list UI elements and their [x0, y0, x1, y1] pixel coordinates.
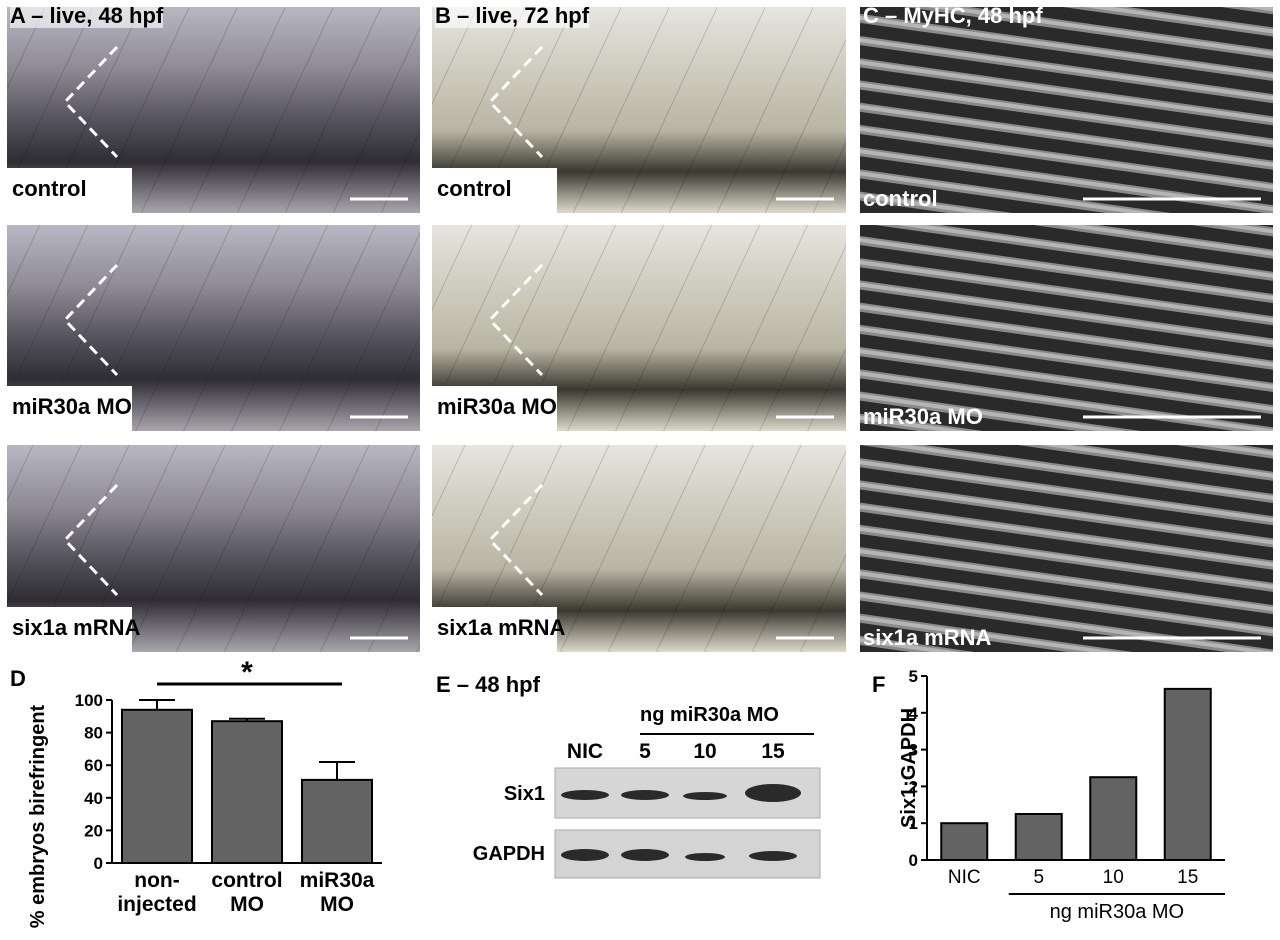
- somite-outline: [62, 45, 119, 159]
- y-tick-label: 0: [94, 854, 103, 873]
- image-label: miR30a MO: [863, 404, 983, 429]
- error-bar: [139, 699, 175, 710]
- significance-mark: *: [241, 656, 253, 689]
- lane-label: 10: [693, 740, 717, 763]
- micrographs: [7, 7, 1273, 652]
- label-box: [7, 386, 132, 431]
- panel-label: B – live, 72 hpf: [435, 3, 590, 28]
- image-label: miR30a MO: [12, 394, 132, 419]
- somite-outline: [487, 483, 544, 597]
- image-label: six1a mRNA: [863, 625, 992, 650]
- x-tick-label: 5: [1033, 867, 1045, 888]
- lane-label: 5: [639, 740, 651, 763]
- label-box: [7, 168, 132, 213]
- panel-label: C – MyHC, 48 hpf: [863, 3, 1043, 28]
- y-tick-label: 1: [909, 814, 918, 833]
- y-axis-label: % embryos birefringent: [27, 704, 49, 928]
- bar: [211, 720, 283, 864]
- row-label: Six1: [503, 783, 545, 805]
- label-box: [7, 607, 132, 652]
- label-box: [432, 168, 557, 213]
- image-label: miR30a MO: [437, 394, 557, 419]
- y-tick-label: 20: [84, 821, 103, 840]
- lane-label: NIC: [566, 740, 604, 763]
- y-tick-label: 40: [84, 789, 103, 808]
- somite-outline: [487, 263, 544, 377]
- bar: [301, 778, 373, 864]
- y-tick-label: 100: [75, 691, 103, 710]
- blot-group-label: ng miR30a MO: [640, 704, 779, 726]
- y-tick-label: 60: [84, 756, 103, 775]
- y-tick-label: 3: [909, 741, 918, 760]
- label-box: [432, 386, 557, 431]
- x-axis-label: ng miR30a MO: [1050, 901, 1185, 923]
- lane-label: 15: [761, 740, 785, 763]
- y-tick-label: 0: [909, 851, 918, 870]
- bar: [1163, 687, 1212, 861]
- y-tick-label: 80: [84, 724, 103, 743]
- x-tick-label: 10: [1102, 867, 1124, 888]
- error-bar: [229, 717, 265, 722]
- panel-label: A – live, 48 hpf: [10, 3, 164, 28]
- bar: [1014, 813, 1063, 861]
- label-box: [432, 607, 557, 652]
- error-bar: [319, 760, 355, 780]
- image-label: six1a mRNA: [12, 615, 141, 640]
- micrograph: [860, 445, 1273, 652]
- y-axis-label: Six1:GAPDH: [898, 708, 920, 828]
- image-label: control: [863, 186, 938, 211]
- blot-bands: [561, 784, 801, 861]
- somite-outline: [487, 45, 544, 159]
- x-tick-label: control MO: [211, 869, 283, 916]
- somite-outline: [62, 483, 119, 597]
- bar: [1089, 776, 1138, 862]
- panel-label: E – 48 hpf: [436, 672, 540, 697]
- x-tick-label: non- injected: [117, 869, 197, 916]
- somite-outline: [62, 263, 119, 377]
- y-tick-label: 4: [909, 704, 919, 723]
- panel-label: D: [10, 666, 26, 691]
- micrograph: [860, 225, 1273, 431]
- y-tick-label: 5: [909, 667, 918, 686]
- micrograph: [860, 7, 1273, 213]
- image-label: control: [12, 176, 87, 201]
- y-tick-label: 2: [909, 777, 918, 796]
- image-label: control: [437, 176, 512, 201]
- bar: [940, 822, 989, 862]
- image-label: six1a mRNA: [437, 615, 566, 640]
- x-tick-label: NIC: [947, 867, 981, 888]
- panel-label: F: [872, 672, 886, 697]
- x-tick-label: 15: [1177, 867, 1199, 888]
- x-tick-label: miR30a MO: [299, 869, 375, 916]
- row-label: GAPDH: [472, 843, 545, 865]
